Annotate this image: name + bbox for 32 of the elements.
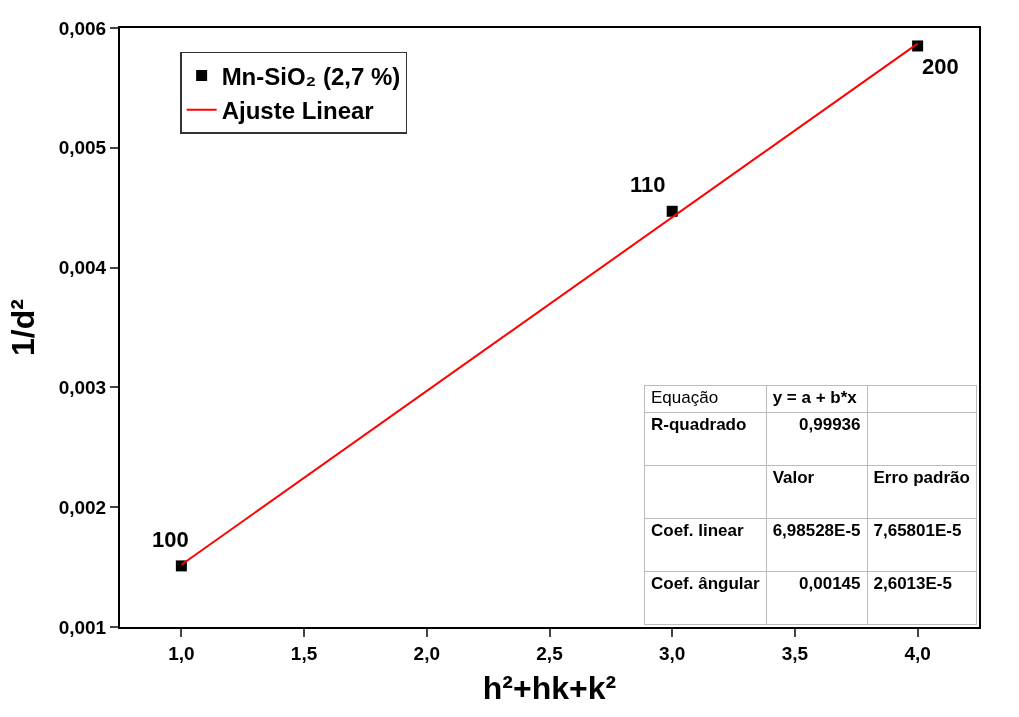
y-tick-label: 0,006 [58, 17, 107, 39]
x-tick-label: 1,5 [290, 642, 318, 664]
annotation: 7,65801E-5 [867, 518, 977, 572]
legend-label: Ajuste Linear [221, 97, 374, 125]
annotation: 2,6013E-5 [867, 571, 977, 625]
x-tick-label: 2,0 [413, 642, 440, 664]
annotation: Erro padrão [867, 465, 977, 519]
annotation: Coef. linear [644, 518, 767, 572]
y-tick-label: 0,003 [58, 377, 107, 399]
annotation: 200 [922, 54, 959, 79]
annotation: y = a + b*x [766, 385, 868, 413]
y-axis-title: 1/d² [5, 299, 42, 356]
annotation: 0,99936 [766, 412, 868, 466]
annotation: R-quadrado [644, 412, 767, 466]
annotation: 0,00145 [766, 571, 868, 625]
y-tick-label: 0,002 [58, 496, 107, 518]
annotation: 100 [152, 527, 189, 552]
y-tick-label: 0,004 [58, 257, 107, 279]
x-tick-label: 3,0 [659, 642, 686, 664]
x-tick-label: 4,0 [904, 642, 931, 664]
x-tick-label: 3,5 [781, 642, 809, 664]
y-tick-label: 0,001 [58, 616, 107, 638]
legend-label: Mn-SiO₂ (2,7 %) [221, 62, 401, 90]
annotation: 110 [630, 172, 666, 197]
y-tick-label: 0,005 [58, 137, 107, 159]
annotation: Coef. ângular [644, 571, 767, 625]
annotation: Valor [766, 465, 868, 519]
x-tick-label: 2,5 [536, 642, 564, 664]
x-axis-title: h²+hk+k² [482, 670, 617, 707]
x-tick-label: 1,0 [168, 642, 195, 664]
annotation: Equação [644, 385, 767, 413]
annotation: 6,98528E-5 [766, 518, 868, 572]
